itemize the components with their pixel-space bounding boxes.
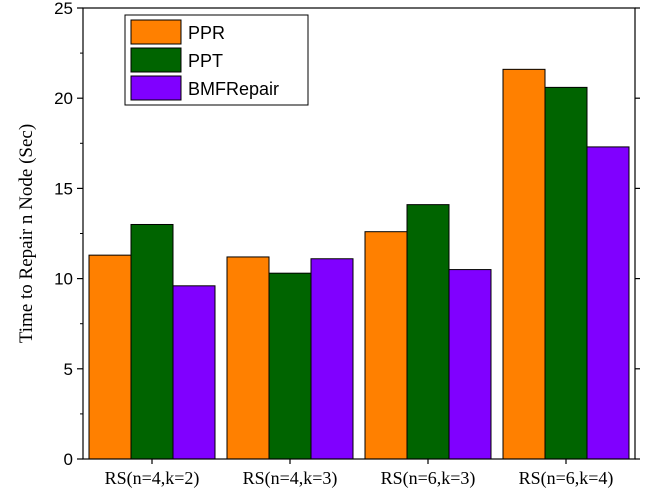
bar-ppr-4 <box>502 68 546 460</box>
bar-ppt-4 <box>544 86 588 460</box>
y-axis-title: Time to Repair n Node (Sec) <box>16 124 37 343</box>
legend-swatch-bmfrepair <box>130 75 182 101</box>
bar-ppr-2 <box>226 256 270 460</box>
bar-bmfrepair-2 <box>310 258 354 460</box>
legend-label-bmfrepair: BMFRepair <box>188 79 279 99</box>
bar-ppr-3 <box>364 231 408 460</box>
y-tick-label: 10 <box>54 270 73 289</box>
bar-bmfrepair-3 <box>448 269 492 460</box>
y-tick-label: 20 <box>54 89 73 108</box>
y-tick-label: 15 <box>54 179 73 198</box>
legend: PPR PPT BMFRepair <box>124 14 309 106</box>
legend-label-ppr: PPR <box>188 23 225 43</box>
x-tick-label: RS(n=4,k=3) <box>243 468 338 489</box>
legend-swatch-ppt <box>130 47 182 73</box>
x-tick-label: RS(n=6,k=4) <box>519 468 614 489</box>
bar-bmfrepair-1 <box>172 285 216 460</box>
x-tick-label: RS(n=6,k=3) <box>381 468 476 489</box>
x-tick-label: RS(n=4,k=2) <box>105 468 200 489</box>
y-tick-label: 25 <box>54 0 73 18</box>
bar-ppt-1 <box>130 223 174 460</box>
bar-ppt-2 <box>268 272 312 460</box>
y-tick-label: 0 <box>64 450 73 469</box>
bar-ppt-3 <box>406 204 450 460</box>
axes: 0 5 10 15 20 25 RS(n=4,k=2) RS(n=4,k=3) RS(n=6,k… <box>54 0 640 489</box>
bar-bmfrepair-4 <box>586 146 630 460</box>
y-tick-label: 5 <box>64 360 73 379</box>
legend-swatch-ppr <box>130 19 182 45</box>
legend-label-ppt: PPT <box>188 51 223 71</box>
bar-ppr-1 <box>88 254 132 460</box>
plot-area <box>88 68 630 460</box>
